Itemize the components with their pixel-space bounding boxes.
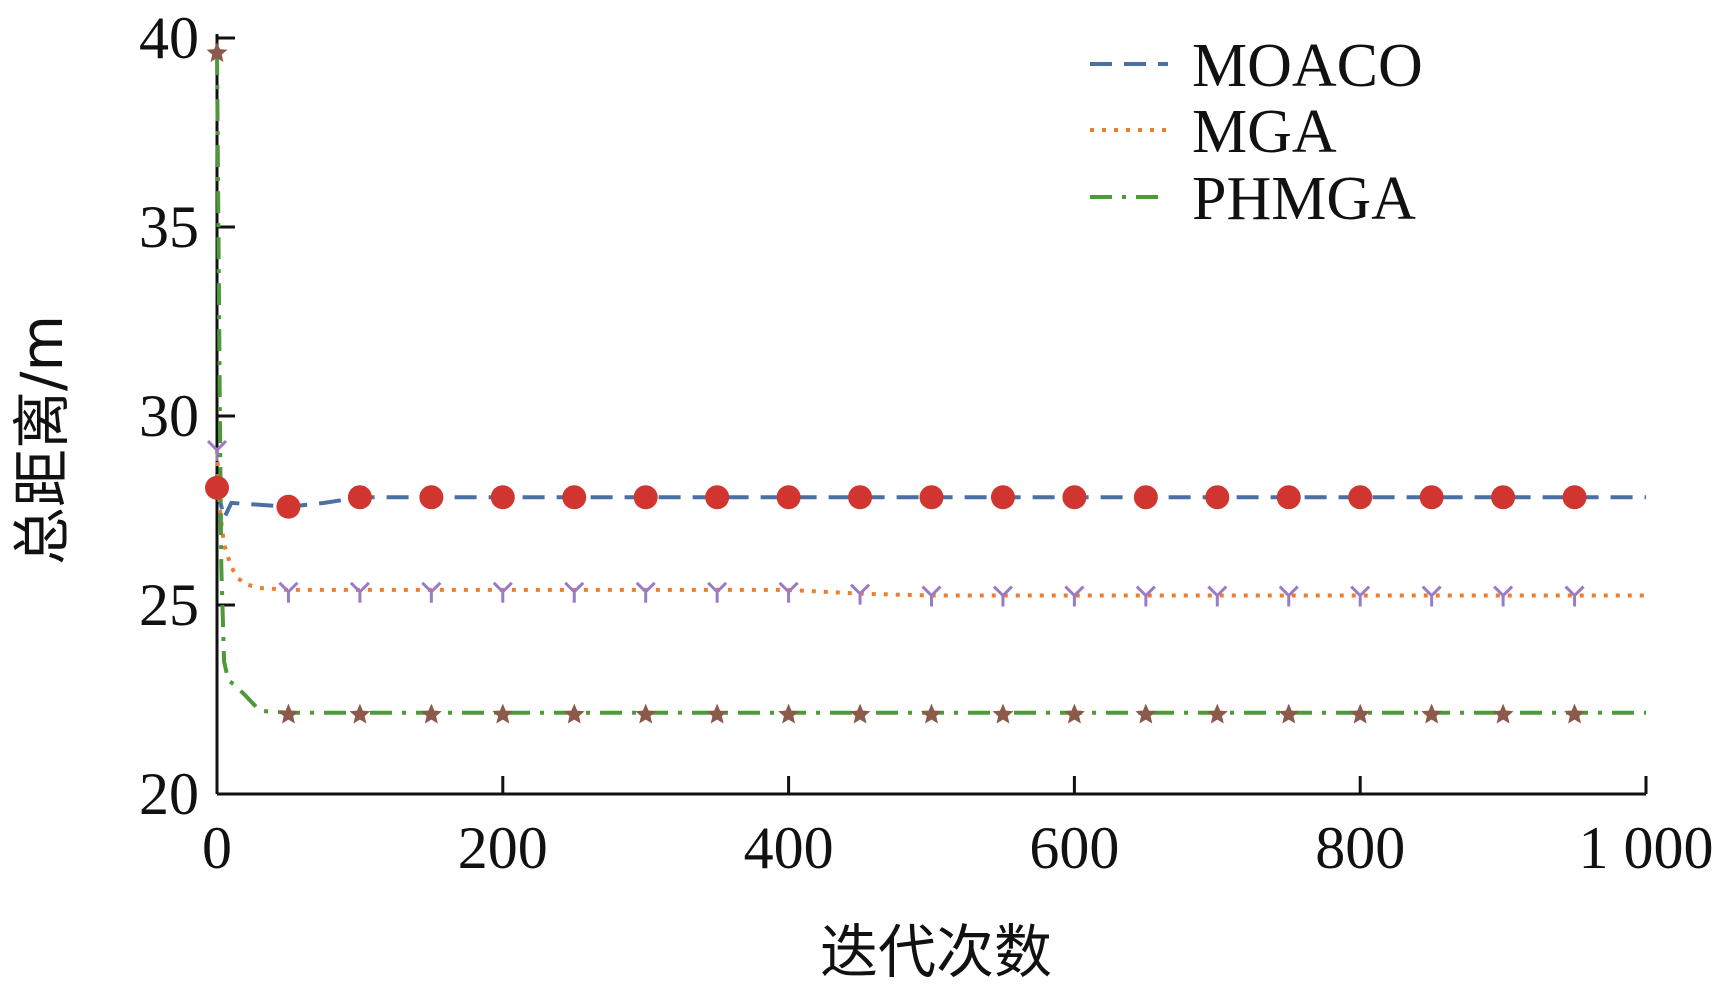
marker-mga [492, 581, 513, 603]
y-tick-label: 35 [139, 194, 199, 260]
series-line-mga [215, 449, 1646, 598]
marker-moaco [1348, 485, 1373, 510]
marker-moaco [1062, 485, 1087, 510]
axes: 0 200 400 600 800 1 000 20 25 30 35 40 [139, 5, 1714, 881]
marker-moaco [562, 485, 587, 510]
marker-phmga [563, 703, 585, 724]
marker-mga [1564, 585, 1585, 607]
marker-moaco [848, 485, 873, 510]
x-axis-title: 迭代次数 [820, 918, 1052, 986]
marker-moaco [633, 485, 658, 510]
marker-moaco [919, 485, 944, 510]
x-tick-label: 600 [1029, 815, 1119, 881]
marker-phmga [1206, 703, 1228, 724]
series-layer [215, 53, 1646, 715]
y-tick-label: 30 [139, 383, 199, 449]
marker-mga [1207, 585, 1228, 607]
marker-phmga [420, 703, 442, 724]
legend-label-moaco: MOACO [1192, 32, 1423, 100]
series-line-phmga [215, 53, 1646, 715]
x-tick-label: 200 [458, 815, 548, 881]
marker-moaco [776, 485, 801, 510]
marker-mga [1064, 585, 1085, 607]
marker-phmga [1063, 703, 1085, 724]
marker-moaco [276, 494, 301, 519]
marker-phmga [778, 703, 800, 724]
marker-phmga [1135, 703, 1157, 724]
marker-layer [205, 42, 1587, 724]
marker-moaco [1491, 485, 1516, 510]
marker-moaco [990, 485, 1015, 510]
marker-mga [849, 583, 871, 605]
marker-phmga [1278, 703, 1300, 724]
marker-phmga [206, 42, 228, 62]
marker-phmga [349, 703, 371, 724]
legend-label-mga: MGA [1192, 98, 1337, 166]
marker-moaco [205, 475, 229, 500]
marker-mga [1135, 585, 1156, 607]
marker-mga [1350, 585, 1371, 607]
marker-mga [1421, 585, 1442, 607]
marker-moaco [1419, 485, 1444, 510]
marker-phmga [278, 703, 299, 724]
marker-mga [1493, 585, 1514, 607]
marker-mga [349, 581, 370, 603]
y-axis-title: 总距离/m [8, 315, 76, 565]
marker-moaco [490, 485, 515, 510]
marker-mga [206, 439, 228, 462]
marker-mga [421, 581, 442, 603]
y-tick-label: 40 [139, 5, 199, 71]
marker-moaco [1276, 485, 1301, 510]
marker-phmga [706, 703, 728, 724]
marker-mga [921, 585, 942, 607]
x-tick-label: 0 [202, 815, 232, 881]
marker-moaco [705, 485, 730, 510]
marker-mga [778, 581, 799, 603]
marker-moaco [347, 485, 372, 510]
marker-phmga [849, 703, 871, 724]
marker-mga [635, 581, 656, 603]
marker-mga [278, 581, 299, 603]
legend-label-phmga: PHMGA [1192, 165, 1416, 233]
x-tick-label: 1 000 [1579, 815, 1714, 881]
marker-mga [564, 581, 585, 603]
marker-phmga [635, 703, 657, 724]
marker-moaco [1205, 485, 1230, 510]
marker-phmga [492, 703, 514, 724]
marker-mga [1278, 585, 1299, 607]
x-tick-label: 400 [744, 815, 834, 881]
marker-moaco [419, 485, 444, 510]
marker-phmga [1421, 703, 1443, 724]
marker-mga [707, 581, 728, 603]
marker-phmga [1492, 703, 1514, 724]
x-tick-label: 800 [1315, 815, 1405, 881]
marker-moaco [1133, 485, 1158, 510]
marker-phmga [1349, 703, 1371, 724]
marker-phmga [1564, 703, 1585, 724]
y-tick-label: 25 [139, 572, 199, 638]
marker-moaco [1562, 485, 1587, 510]
y-tick-label: 20 [139, 761, 199, 827]
marker-mga [992, 585, 1014, 607]
marker-phmga [992, 703, 1014, 724]
marker-phmga [921, 703, 942, 724]
